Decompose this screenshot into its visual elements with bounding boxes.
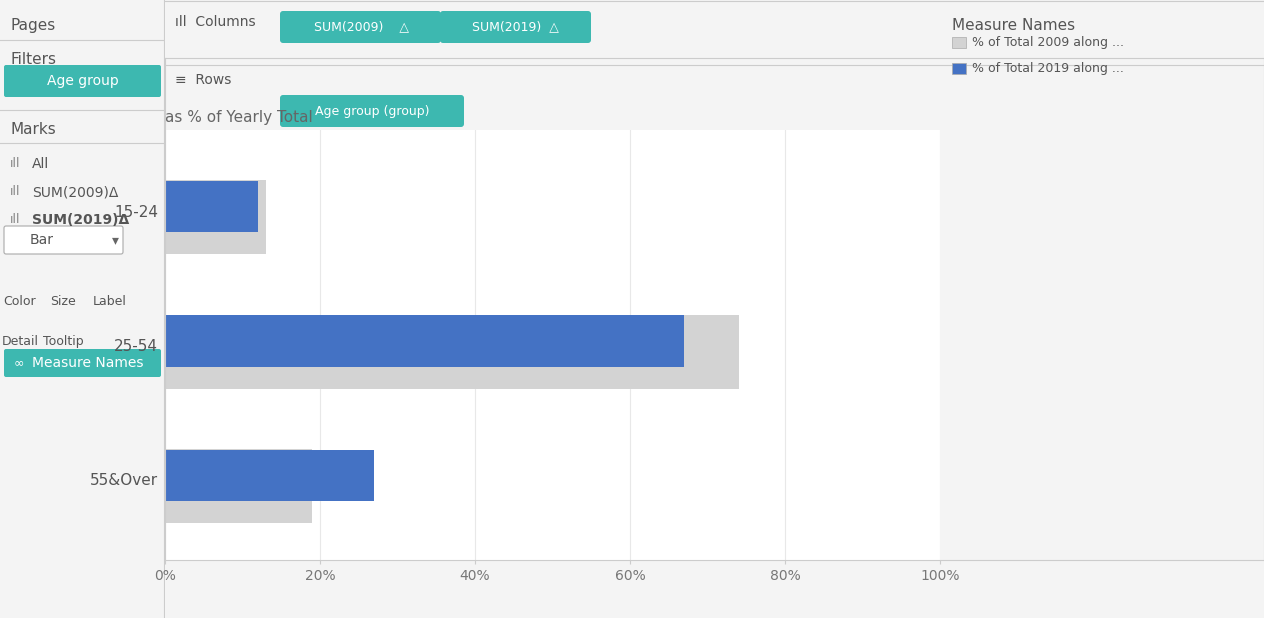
FancyBboxPatch shape bbox=[4, 226, 123, 254]
Text: Detail: Detail bbox=[1, 335, 38, 348]
FancyBboxPatch shape bbox=[4, 65, 161, 97]
Text: SUM(2009)Δ: SUM(2009)Δ bbox=[32, 185, 119, 199]
Bar bbox=[166, 450, 374, 501]
Bar bbox=[166, 181, 258, 232]
Bar bbox=[166, 315, 738, 389]
FancyBboxPatch shape bbox=[281, 11, 441, 43]
Text: Measure Names: Measure Names bbox=[32, 356, 143, 370]
Text: Filters: Filters bbox=[10, 52, 56, 67]
Text: Tooltip: Tooltip bbox=[43, 335, 83, 348]
Text: SUM(2019)Δ: SUM(2019)Δ bbox=[32, 213, 129, 227]
FancyBboxPatch shape bbox=[4, 349, 161, 377]
Text: ∞: ∞ bbox=[14, 357, 24, 370]
Text: ▾: ▾ bbox=[112, 233, 119, 247]
Text: ıll: ıll bbox=[10, 213, 20, 226]
Text: SUM(2009)    △: SUM(2009) △ bbox=[313, 20, 408, 33]
Text: Bar: Bar bbox=[30, 233, 54, 247]
Text: ıll: ıll bbox=[10, 157, 20, 170]
Bar bbox=[952, 37, 966, 48]
Text: Measure Names: Measure Names bbox=[952, 18, 1076, 33]
Text: Age group (group): Age group (group) bbox=[315, 104, 430, 117]
Text: Pages: Pages bbox=[10, 18, 56, 33]
Bar bbox=[166, 449, 312, 523]
Text: Size: Size bbox=[51, 295, 76, 308]
Text: Label: Label bbox=[94, 295, 126, 308]
Bar bbox=[166, 315, 684, 366]
Text: ≡  Rows: ≡ Rows bbox=[174, 73, 231, 87]
Bar bbox=[952, 63, 966, 74]
Text: Age group: Age group bbox=[47, 74, 119, 88]
FancyBboxPatch shape bbox=[440, 11, 592, 43]
Text: SUM(2019)  △: SUM(2019) △ bbox=[471, 20, 559, 33]
FancyBboxPatch shape bbox=[281, 95, 464, 127]
Text: as % of Yearly Total: as % of Yearly Total bbox=[166, 109, 312, 125]
Text: ıll  Columns: ıll Columns bbox=[174, 15, 255, 29]
Text: Marks: Marks bbox=[10, 122, 56, 137]
Text: ıll: ıll bbox=[10, 185, 20, 198]
Text: Color: Color bbox=[4, 295, 37, 308]
Text: % of Total 2019 along ...: % of Total 2019 along ... bbox=[972, 62, 1124, 75]
Bar bbox=[166, 180, 265, 254]
Text: % of Total 2009 along ...: % of Total 2009 along ... bbox=[972, 36, 1124, 49]
Text: All: All bbox=[32, 157, 49, 171]
